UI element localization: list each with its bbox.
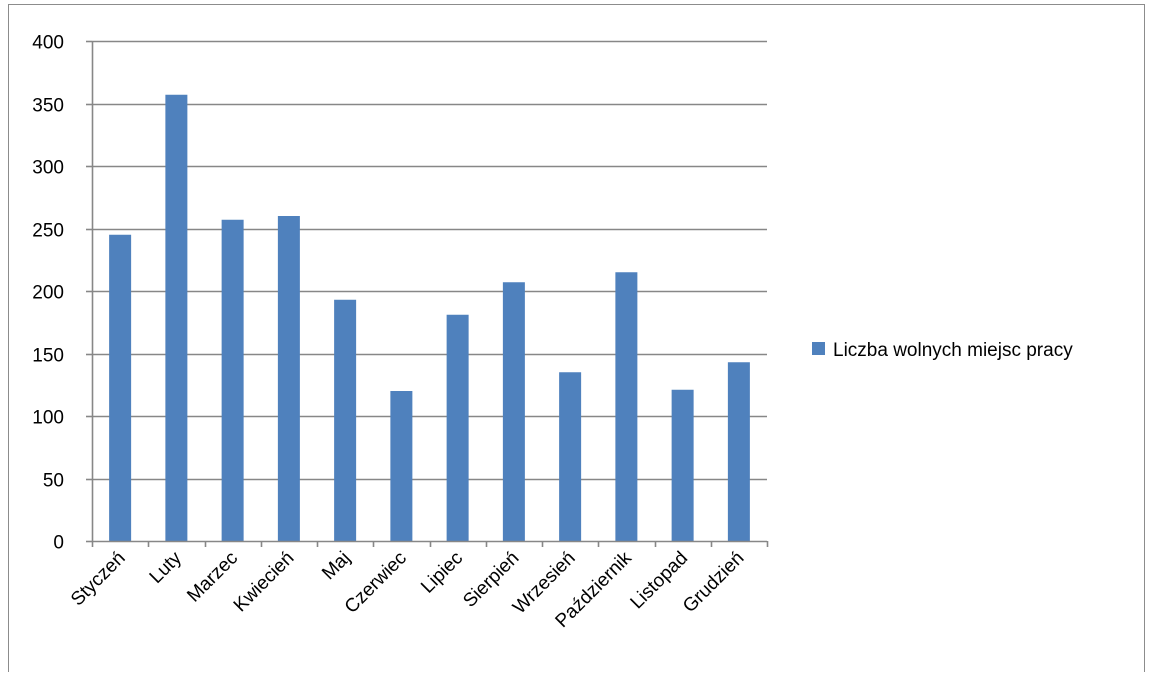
- x-tick-label-kwiecień: Kwiecień: [230, 548, 299, 617]
- x-tick-label-grudzień: Grudzień: [679, 548, 748, 617]
- bar-marzec: [221, 219, 244, 541]
- y-tick-label-400: 400: [32, 33, 64, 54]
- y-tick-label-300: 300: [32, 158, 64, 179]
- x-tick-label-lipiec: Lipiec: [417, 548, 467, 598]
- y-tick-label-250: 250: [32, 221, 64, 242]
- bar-październik: [615, 272, 638, 541]
- x-tick-label-czerwiec: Czerwiec: [341, 548, 411, 618]
- axes: [86, 40, 769, 547]
- y-tick-label-50: 50: [43, 471, 64, 492]
- bar-lipiec: [446, 314, 469, 541]
- bar-luty: [165, 94, 188, 541]
- bar-sierpień: [502, 282, 525, 541]
- bar-styczeń: [109, 234, 132, 541]
- legend-label-liczba-wolnych-miejsc-pracy: Liczba wolnych miejsc pracy: [833, 340, 1073, 361]
- y-tick-label-350: 350: [32, 96, 64, 117]
- bar-czerwiec: [390, 391, 413, 541]
- y-tick-labels: 0 50 100 150 200 250 300 350 400: [32, 33, 64, 554]
- y-tick-label-100: 100: [32, 408, 64, 429]
- y-tick-label-0: 0: [53, 533, 64, 554]
- legend-swatch-liczba-wolnych-miejsc-pracy: [812, 342, 825, 355]
- bar-grudzień: [727, 362, 750, 541]
- x-tick-label-luty: Luty: [146, 547, 187, 588]
- y-tick-label-200: 200: [32, 283, 64, 304]
- x-tick-label-maj: Maj: [318, 548, 355, 585]
- bars: [109, 94, 750, 541]
- y-tick-label-150: 150: [32, 346, 64, 367]
- bar-maj: [334, 299, 357, 541]
- gridlines: [92, 40, 767, 481]
- chart-frame: [8, 4, 1145, 672]
- bar-wrzesień: [559, 372, 582, 541]
- legend: Liczba wolnych miejsc pracy: [812, 340, 1073, 361]
- x-tick-label-styczeń: Styczeń: [67, 548, 130, 611]
- bar-kwiecień: [277, 216, 300, 541]
- bar-listopad: [671, 389, 694, 541]
